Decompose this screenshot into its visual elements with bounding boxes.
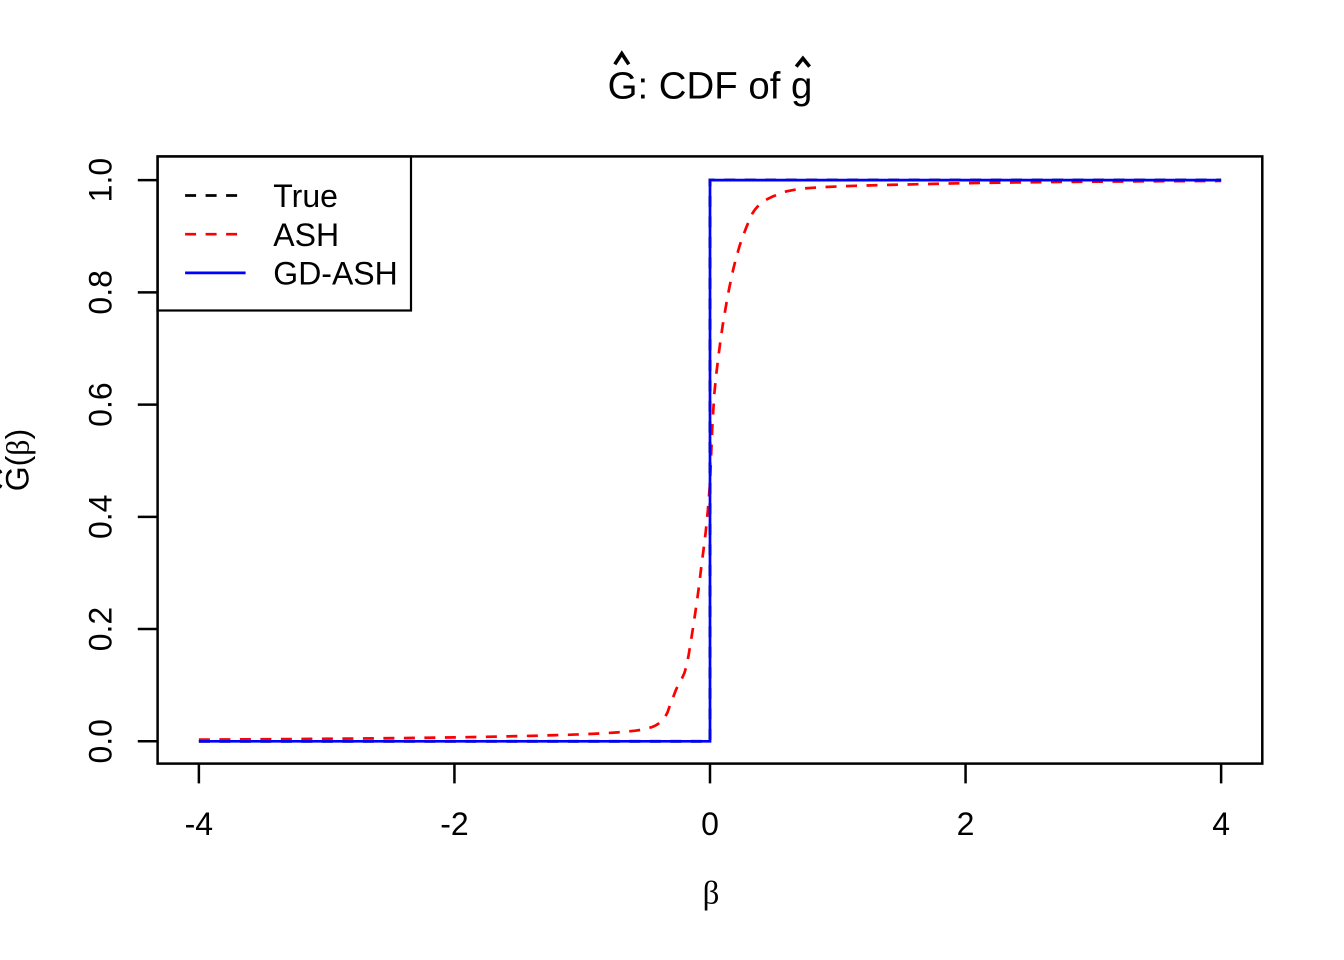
y-axis-label: G(β): [0, 429, 36, 491]
legend-label-true: True: [273, 178, 338, 214]
x-tick-label: -4: [185, 806, 213, 842]
y-tick-label: 0.4: [83, 495, 119, 539]
y-tick-label: 0.2: [83, 607, 119, 651]
y-tick-label: 0.8: [83, 270, 119, 314]
legend-label-ash: ASH: [273, 217, 339, 253]
x-axis: -4 -2 0 2 4: [185, 763, 1230, 842]
y-tick-label: 0.0: [83, 719, 119, 763]
y-tick-label: 1.0: [83, 158, 119, 202]
y-axis: 0.0 0.2 0.4 0.6 0.8 1.0: [83, 158, 158, 764]
x-axis-label-text: β: [703, 876, 720, 912]
series-line-gd-ash: [198, 178, 1222, 743]
x-tick-label: 0: [701, 806, 719, 842]
y-tick-label: 0.6: [83, 382, 119, 426]
hat-accent-over-G-icon: [613, 50, 631, 66]
y-axis-label-text: G(β): [0, 429, 36, 491]
legend-box: [156, 155, 413, 312]
legend-label-gd-ash: GD-ASH: [273, 256, 397, 292]
chart-title: G: CDF of g: [608, 50, 813, 107]
hat-accent-over-g-icon: [794, 55, 811, 68]
chart-title-text: G: CDF of g: [608, 64, 813, 107]
series-lines: [198, 178, 1222, 743]
x-tick-label: 2: [957, 806, 975, 842]
x-tick-label: 4: [1212, 806, 1230, 842]
series-line-ash: [198, 179, 1222, 741]
x-tick-label: -2: [440, 806, 468, 842]
